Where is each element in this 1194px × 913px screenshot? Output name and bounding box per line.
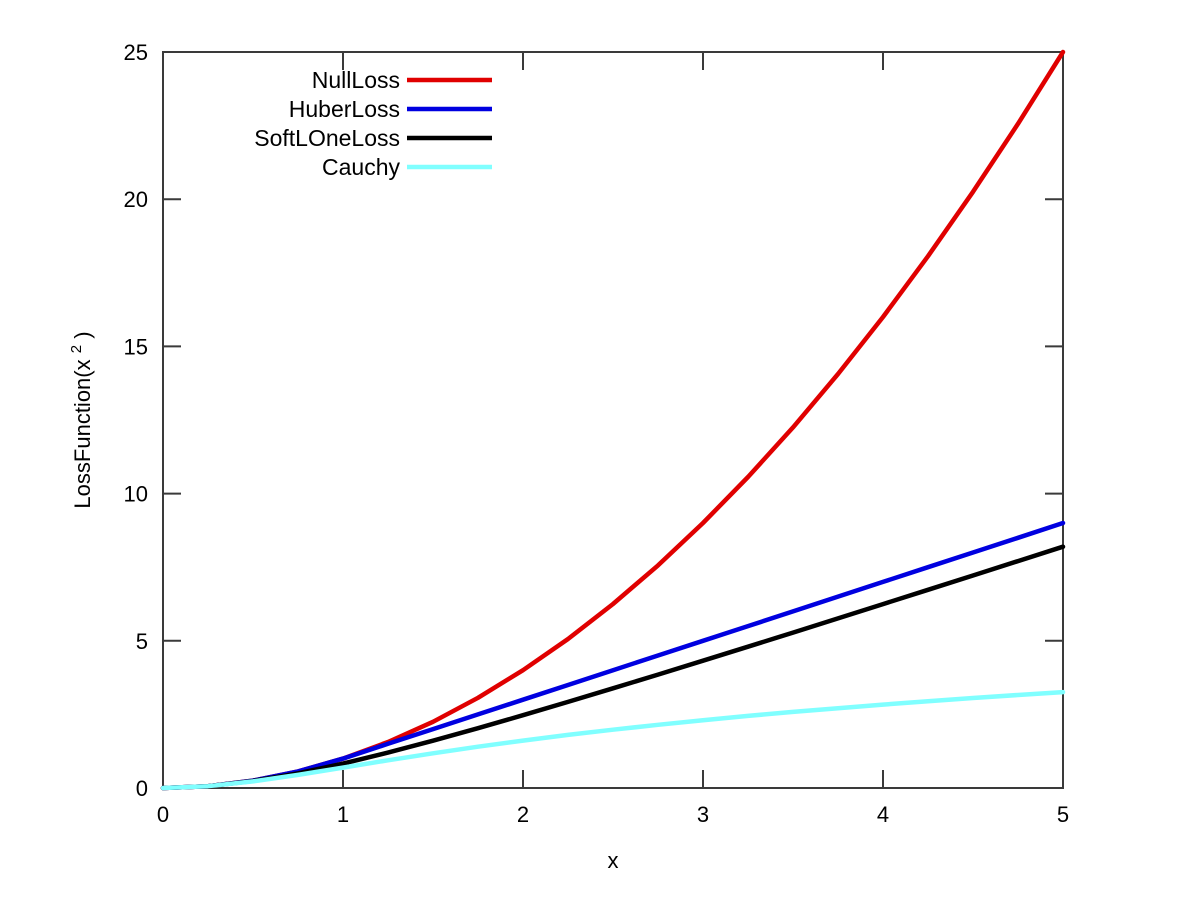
y-axis-label-superscript: 2 [68, 345, 85, 353]
x-tick-label: 0 [157, 802, 169, 827]
y-tick-label: 15 [124, 334, 148, 359]
series-line-softloneloss [160, 544, 1066, 791]
series-line-nullloss [160, 49, 1066, 791]
y-tick-label: 0 [136, 776, 148, 801]
plot-border [162, 51, 1064, 789]
x-tick-label: 4 [877, 802, 889, 827]
y-tick-label: 25 [124, 40, 148, 65]
y-axis-label-main: LossFunction(x [70, 359, 95, 508]
y-axis-label: LossFunction(x 2 ) [61, 331, 95, 508]
x-tick-label: 1 [337, 802, 349, 827]
x-tick-label: 5 [1057, 802, 1069, 827]
y-tick-label: 5 [136, 629, 148, 654]
legend-label-huberloss: HuberLoss [289, 96, 400, 122]
plot-layer: 0 1 2 3 4 5 0 5 10 15 20 25 NullLoss HuberLoss SoftLOn… [124, 40, 1070, 827]
x-tick-label: 2 [517, 802, 529, 827]
y-tick-label: 10 [124, 482, 148, 507]
series-line-cauchy [160, 689, 1066, 791]
x-axis-label: x [608, 848, 619, 873]
series-line-huberloss [160, 520, 1066, 791]
y-axis-label-close: ) [70, 331, 95, 338]
y-tick-label: 20 [124, 187, 148, 212]
x-tick-label: 3 [697, 802, 709, 827]
legend-label-cauchy: Cauchy [322, 154, 400, 180]
legend-label-nullloss: NullLoss [312, 67, 400, 93]
legend-label-softloneloss: SoftLOneLoss [254, 125, 400, 151]
